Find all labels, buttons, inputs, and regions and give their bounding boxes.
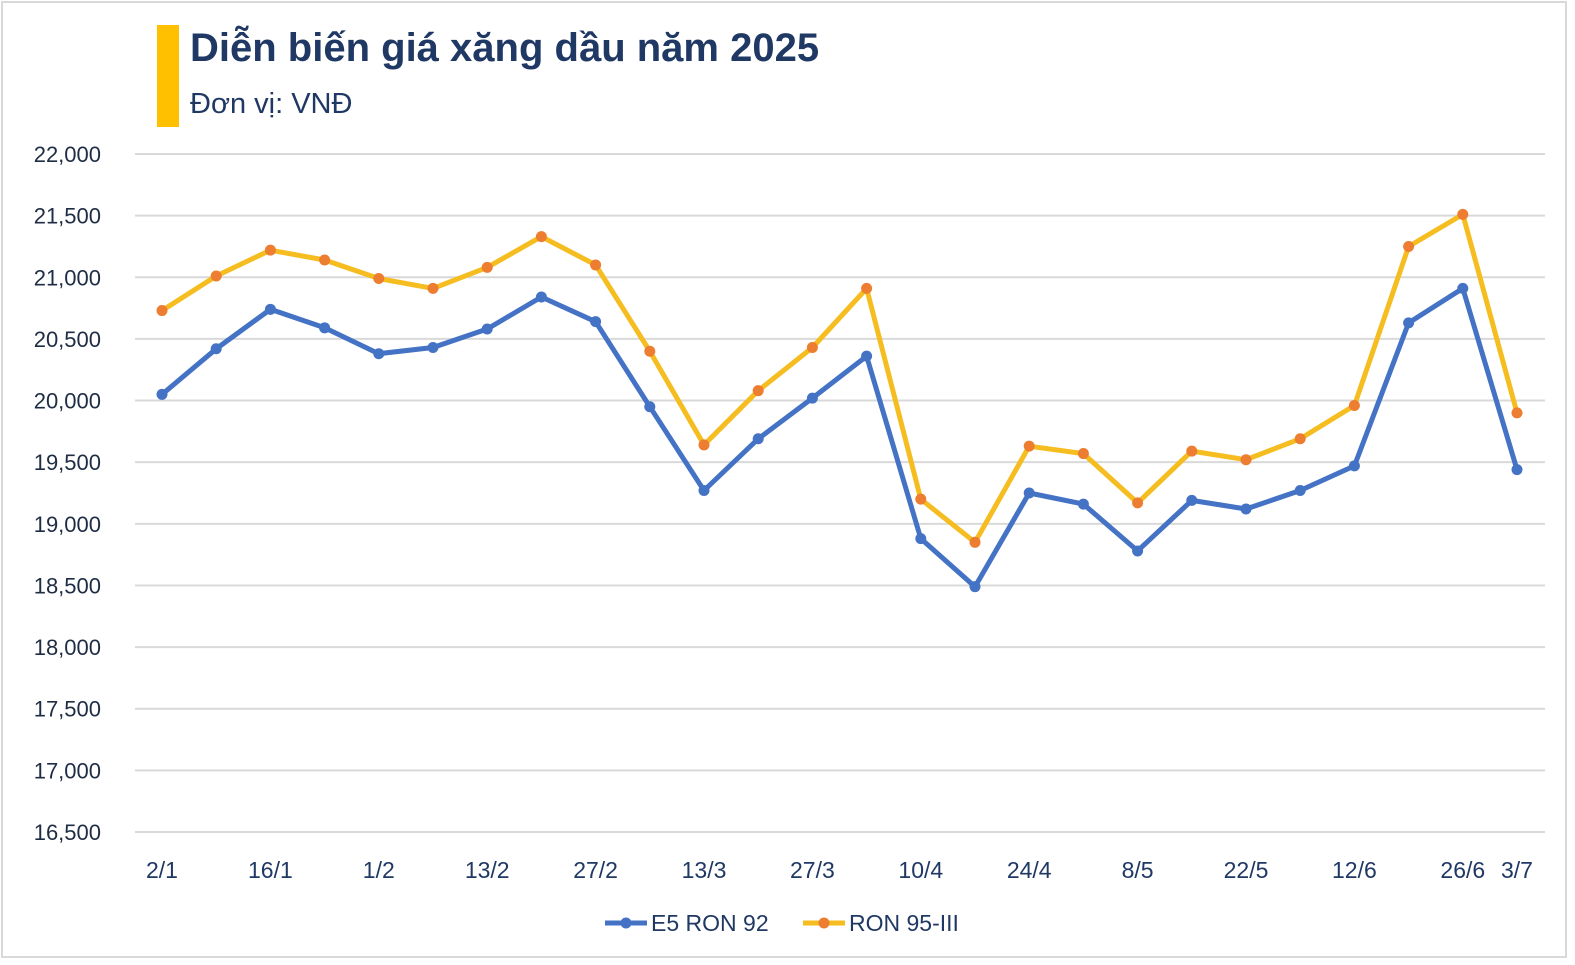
data-point-marker [264,303,276,315]
chart-title: Diễn biến giá xăng dầu năm 2025 [190,26,820,70]
y-tick-label: 19,000 [34,512,101,537]
data-point-marker [644,345,656,357]
data-point-marker [1511,464,1523,476]
data-point-marker [1348,399,1360,411]
legend-item: E5 RON 92 [605,910,769,936]
y-tick-label: 21,000 [34,265,101,290]
data-point-marker [264,244,276,256]
data-point-marker [1240,503,1252,515]
data-point-marker [1240,454,1252,466]
x-tick-label: 24/4 [1007,857,1052,883]
x-tick-label: 3/7 [1501,857,1533,883]
data-point-marker [969,536,981,548]
y-tick-label: 21,500 [34,204,101,229]
data-point-marker [698,485,710,497]
y-tick-label: 16,500 [34,820,101,845]
data-point-marker [1186,445,1198,457]
data-point-marker [535,231,547,243]
y-tick-label: 18,500 [34,573,101,598]
data-point-marker [1077,498,1089,510]
data-point-marker [1077,448,1089,460]
y-tick-label: 17,000 [34,758,101,783]
x-tick-label: 26/6 [1440,857,1485,883]
data-point-marker [915,533,927,545]
data-point-marker [1348,460,1360,472]
x-tick-label: 1/2 [363,857,395,883]
data-point-marker [1294,433,1306,445]
chart-subtitle: Đơn vị: VNĐ [190,88,353,120]
data-point-marker [319,254,331,266]
data-point-marker [806,392,818,404]
x-tick-label: 8/5 [1122,857,1154,883]
data-point-marker [481,323,493,335]
data-point-marker [373,348,385,360]
data-point-marker [1132,545,1144,557]
data-point-marker [1403,240,1415,252]
x-tick-label: 13/2 [465,857,510,883]
y-tick-label: 22,000 [34,142,101,167]
legend-marker-icon [818,917,830,929]
y-tick-label: 20,500 [34,327,101,352]
data-point-marker [481,261,493,273]
data-point-marker [861,350,873,362]
data-point-marker [915,493,927,505]
y-tick-label: 19,500 [34,450,101,475]
data-point-marker [1457,282,1469,294]
data-point-marker [427,342,439,354]
x-tick-label: 2/1 [146,857,178,883]
data-point-marker [644,401,656,413]
x-tick-label: 10/4 [898,857,943,883]
data-point-marker [1132,497,1144,509]
data-point-marker [535,291,547,303]
gridlines [135,153,1545,833]
data-point-marker [1511,407,1523,419]
y-axis: 22,000 21,500 21,000 20,500 20,000 19,500 19,0… [34,142,101,845]
data-point-marker [210,270,222,282]
series-line [160,285,1520,590]
title-accent-bar [157,25,179,127]
y-tick-label: 17,500 [34,697,101,722]
data-point-marker [969,581,981,593]
x-tick-label: 16/1 [248,857,293,883]
data-point-marker [373,273,385,285]
legend-label: RON 95-III [849,910,959,936]
series-e5-ron-92 [156,282,1523,593]
data-point-marker [1023,440,1035,452]
x-tick-label: 12/6 [1332,857,1377,883]
data-point-marker [590,316,602,328]
data-point-marker [1186,494,1198,506]
data-point-marker [1457,208,1469,220]
data-point-marker [156,388,168,400]
data-point-marker [806,342,818,354]
series-ron-95-iii [156,208,1523,548]
data-point-marker [752,385,764,397]
data-point-marker [427,282,439,294]
x-axis: 2/1 16/1 1/2 13/2 27/2 13/3 27/3 10/4 24/4 8/5 22/… [146,857,1533,883]
legend-item: RON 95-III [803,910,959,936]
data-point-marker [698,439,710,451]
data-point-marker [210,343,222,355]
series-line [160,211,1520,545]
data-point-marker [1023,487,1035,499]
x-tick-label: 13/3 [682,857,727,883]
series-group [156,208,1523,593]
data-point-marker [861,282,873,294]
x-tick-label: 27/3 [790,857,835,883]
y-tick-label: 18,000 [34,635,101,660]
legend-label: E5 RON 92 [651,910,769,936]
legend-marker-icon [620,917,632,929]
data-point-marker [319,322,331,334]
data-point-marker [156,305,168,317]
data-point-marker [1294,485,1306,497]
data-point-marker [1403,317,1415,329]
x-tick-label: 22/5 [1224,857,1269,883]
x-tick-label: 27/2 [573,857,618,883]
data-point-marker [590,259,602,271]
data-point-marker [752,433,764,445]
y-tick-label: 20,000 [34,389,101,414]
legend: E5 RON 92 RON 95-III [605,910,959,936]
